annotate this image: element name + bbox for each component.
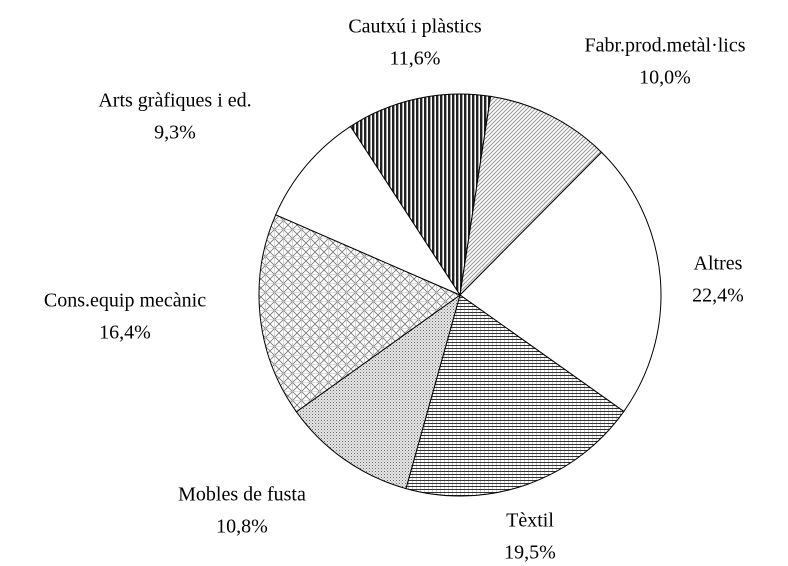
slice-value-label: 11,6% — [390, 48, 441, 70]
slice-value-label: 10,0% — [639, 67, 691, 89]
slice-value-label: 19,5% — [504, 542, 556, 564]
slice-value-label: 9,3% — [154, 122, 196, 144]
pie-slice — [349, 93, 492, 297]
slice-value-label: 10,8% — [216, 516, 268, 538]
slice-label: Cons.equip mecànic — [44, 290, 206, 312]
slice-label: Arts gràfiques i ed. — [98, 90, 251, 112]
pie-slice — [295, 293, 461, 490]
pie-slice — [459, 95, 603, 297]
slice-value-label: 16,4% — [99, 322, 151, 344]
pie-slice — [258, 214, 462, 413]
pie-slice — [405, 294, 625, 497]
pie — [258, 93, 662, 497]
slice-label: Altres — [694, 253, 743, 275]
labels: Cautxú i plàstics 11,6% Fabr.prod.metàl·li… — [44, 16, 746, 564]
pie-slice — [275, 125, 462, 297]
pie-slice — [459, 151, 662, 413]
slice-label: Cautxú i plàstics — [348, 16, 482, 38]
slice-label: Tèxtil — [506, 510, 554, 532]
slice-value-label: 22,4% — [692, 285, 744, 307]
slice-label: Fabr.prod.metàl·lics — [584, 35, 745, 57]
slice-label: Mobles de fusta — [178, 484, 306, 506]
